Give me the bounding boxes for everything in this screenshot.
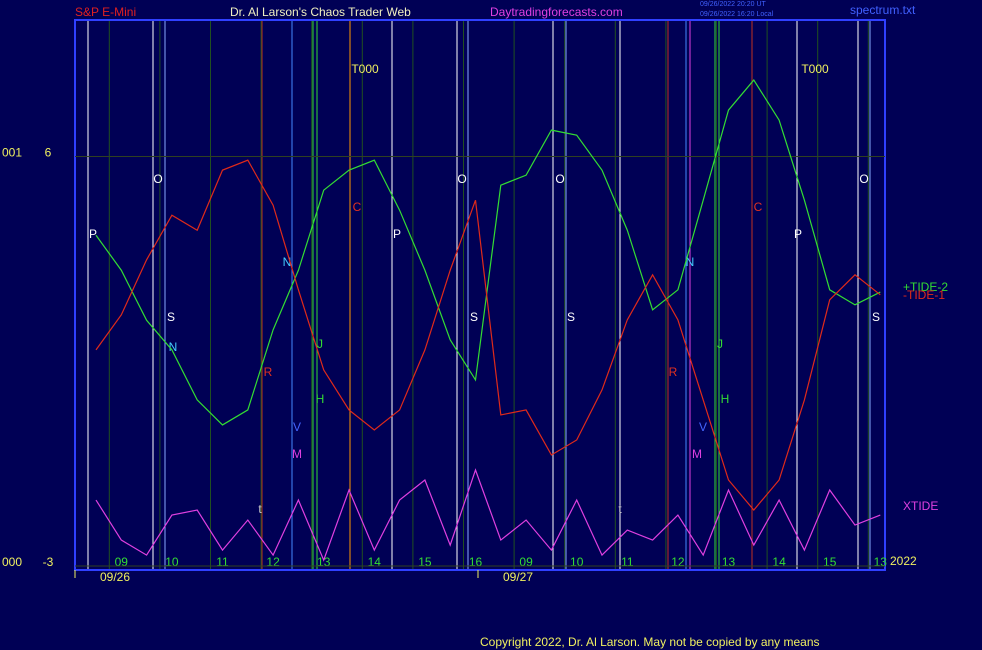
event-label: S bbox=[872, 310, 880, 324]
event-label: C bbox=[754, 200, 763, 214]
x-tick-label: 15 bbox=[823, 555, 837, 569]
event-label: O bbox=[859, 172, 868, 186]
y-tick-prefix: 000 bbox=[2, 555, 22, 569]
event-label: P bbox=[393, 227, 401, 241]
x-tick-label: 09 bbox=[115, 555, 129, 569]
event-label: N bbox=[169, 340, 178, 354]
plot-frame bbox=[74, 19, 886, 571]
event-label: O bbox=[555, 172, 564, 186]
y-tick-label: -3 bbox=[43, 555, 54, 569]
date-label: 09/26 bbox=[100, 570, 130, 584]
symbol: S&P E-Mini bbox=[75, 5, 136, 19]
series-line bbox=[95, 468, 881, 562]
series-line bbox=[95, 159, 881, 511]
event-label: O bbox=[457, 172, 466, 186]
event-label: P bbox=[89, 227, 97, 241]
y-tick-prefix: 001 bbox=[2, 146, 22, 160]
event-label: N bbox=[283, 255, 292, 269]
x-tick-label: 10 bbox=[570, 555, 584, 569]
event-label: C bbox=[353, 200, 362, 214]
legend-entry: -TIDE-1 bbox=[903, 288, 945, 302]
event-label: J bbox=[717, 337, 723, 351]
time-local: 09/26/2022 16:20 Local bbox=[700, 11, 774, 18]
x-tick-label: 11 bbox=[621, 555, 634, 569]
event-label: O bbox=[153, 172, 162, 186]
x-tick-label: 13 bbox=[874, 555, 888, 569]
event-label: H bbox=[721, 392, 730, 406]
event-label: t bbox=[258, 502, 262, 516]
event-label: P bbox=[794, 227, 802, 241]
x-tick-label: 14 bbox=[772, 555, 786, 569]
event-label: R bbox=[264, 365, 273, 379]
event-label: S bbox=[567, 310, 575, 324]
event-label: t bbox=[618, 502, 622, 516]
file: spectrum.txt bbox=[850, 3, 916, 17]
legend-entry: XTIDE bbox=[903, 499, 938, 513]
x-tick-label: 13 bbox=[722, 555, 736, 569]
x-tick-label: 11 bbox=[216, 555, 229, 569]
event-label: M bbox=[692, 447, 702, 461]
copyright: Copyright 2022, Dr. Al Larson. May not b… bbox=[480, 635, 820, 649]
event-label: T000 bbox=[801, 62, 829, 76]
site: Daytradingforecasts.com bbox=[490, 5, 623, 19]
x-tick-label: 14 bbox=[368, 555, 382, 569]
x-tick-label: 15 bbox=[418, 555, 432, 569]
event-label: V bbox=[293, 420, 301, 434]
event-label: J bbox=[317, 337, 323, 351]
x-tick-label: 12 bbox=[671, 555, 685, 569]
event-label: N bbox=[686, 255, 695, 269]
event-label: H bbox=[316, 392, 325, 406]
series-line bbox=[95, 79, 881, 426]
x-tick-label: 12 bbox=[266, 555, 280, 569]
x-tick-label: 16 bbox=[469, 555, 483, 569]
x-tick-label: 10 bbox=[165, 555, 179, 569]
event-label: S bbox=[470, 310, 478, 324]
year: 2022 bbox=[890, 554, 917, 568]
x-tick-label: 09 bbox=[519, 555, 533, 569]
title: Dr. Al Larson's Chaos Trader Web bbox=[230, 5, 411, 19]
event-label: M bbox=[292, 447, 302, 461]
y-tick-label: 6 bbox=[45, 146, 52, 160]
event-label: V bbox=[699, 420, 707, 434]
date-label: 09/27 bbox=[503, 570, 533, 584]
event-label: R bbox=[669, 365, 678, 379]
x-tick-label: 13 bbox=[317, 555, 331, 569]
legend-entry: +TIDE-2 bbox=[903, 280, 948, 294]
event-label: S bbox=[167, 310, 175, 324]
time-ut: 09/26/2022 20:20 UT bbox=[700, 1, 766, 8]
event-label: T000 bbox=[351, 62, 379, 76]
